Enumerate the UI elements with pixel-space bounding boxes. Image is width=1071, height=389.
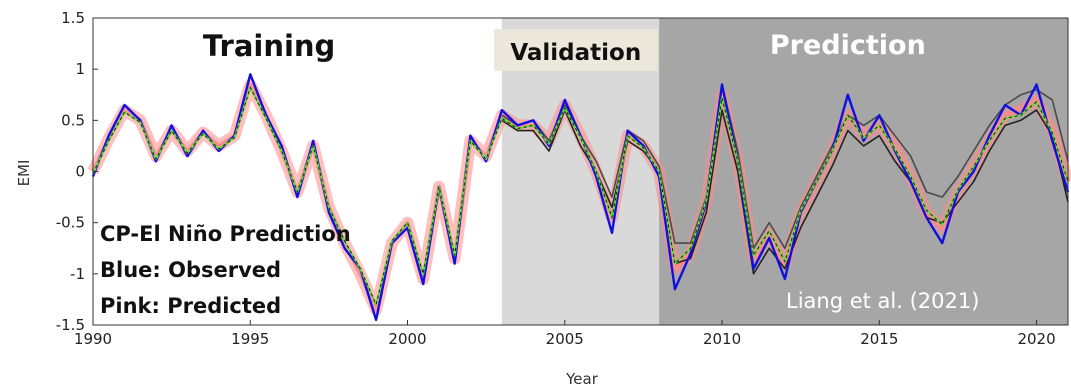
y-tick-label: 1 <box>75 60 85 78</box>
period-label-prediction: Prediction <box>770 30 926 61</box>
citation: Liang et al. (2021) <box>786 289 979 313</box>
period-band-training <box>93 18 502 325</box>
series-ensemble-dash <box>92 86 1069 307</box>
y-tick-label: 0 <box>75 163 85 181</box>
x-tick-label: 1995 <box>231 330 269 348</box>
series-layer <box>87 73 1071 322</box>
period-label-training: Training <box>203 29 335 63</box>
annotation-predicted: Pink: Predicted <box>100 294 281 318</box>
annotation-title: CP-El Niño Prediction <box>100 222 351 246</box>
y-axis-label: EMI <box>15 160 33 187</box>
y-tick-label: 1.5 <box>61 9 85 27</box>
x-tick-label: 2005 <box>546 330 584 348</box>
period-bands: Training Validation Prediction <box>93 18 1068 325</box>
y-tick-label: -1 <box>70 265 85 283</box>
x-tick-label: 1990 <box>74 330 112 348</box>
period-band-prediction <box>659 18 1068 325</box>
x-tick-label: 2020 <box>1017 330 1055 348</box>
validation-label-box <box>494 29 658 71</box>
y-tick-label: -0.5 <box>56 214 85 232</box>
x-tick-label: 2000 <box>388 330 426 348</box>
y-tick-label: -1.5 <box>56 316 85 334</box>
x-axis-label: Year <box>565 370 599 388</box>
x-tick-label: 2010 <box>703 330 741 348</box>
y-tick-label: 0.5 <box>61 111 85 129</box>
series-upper-bound <box>501 83 1069 250</box>
annotation-observed: Blue: Observed <box>100 258 281 282</box>
x-tick-label: 2015 <box>860 330 898 348</box>
period-label-validation: Validation <box>510 40 641 66</box>
